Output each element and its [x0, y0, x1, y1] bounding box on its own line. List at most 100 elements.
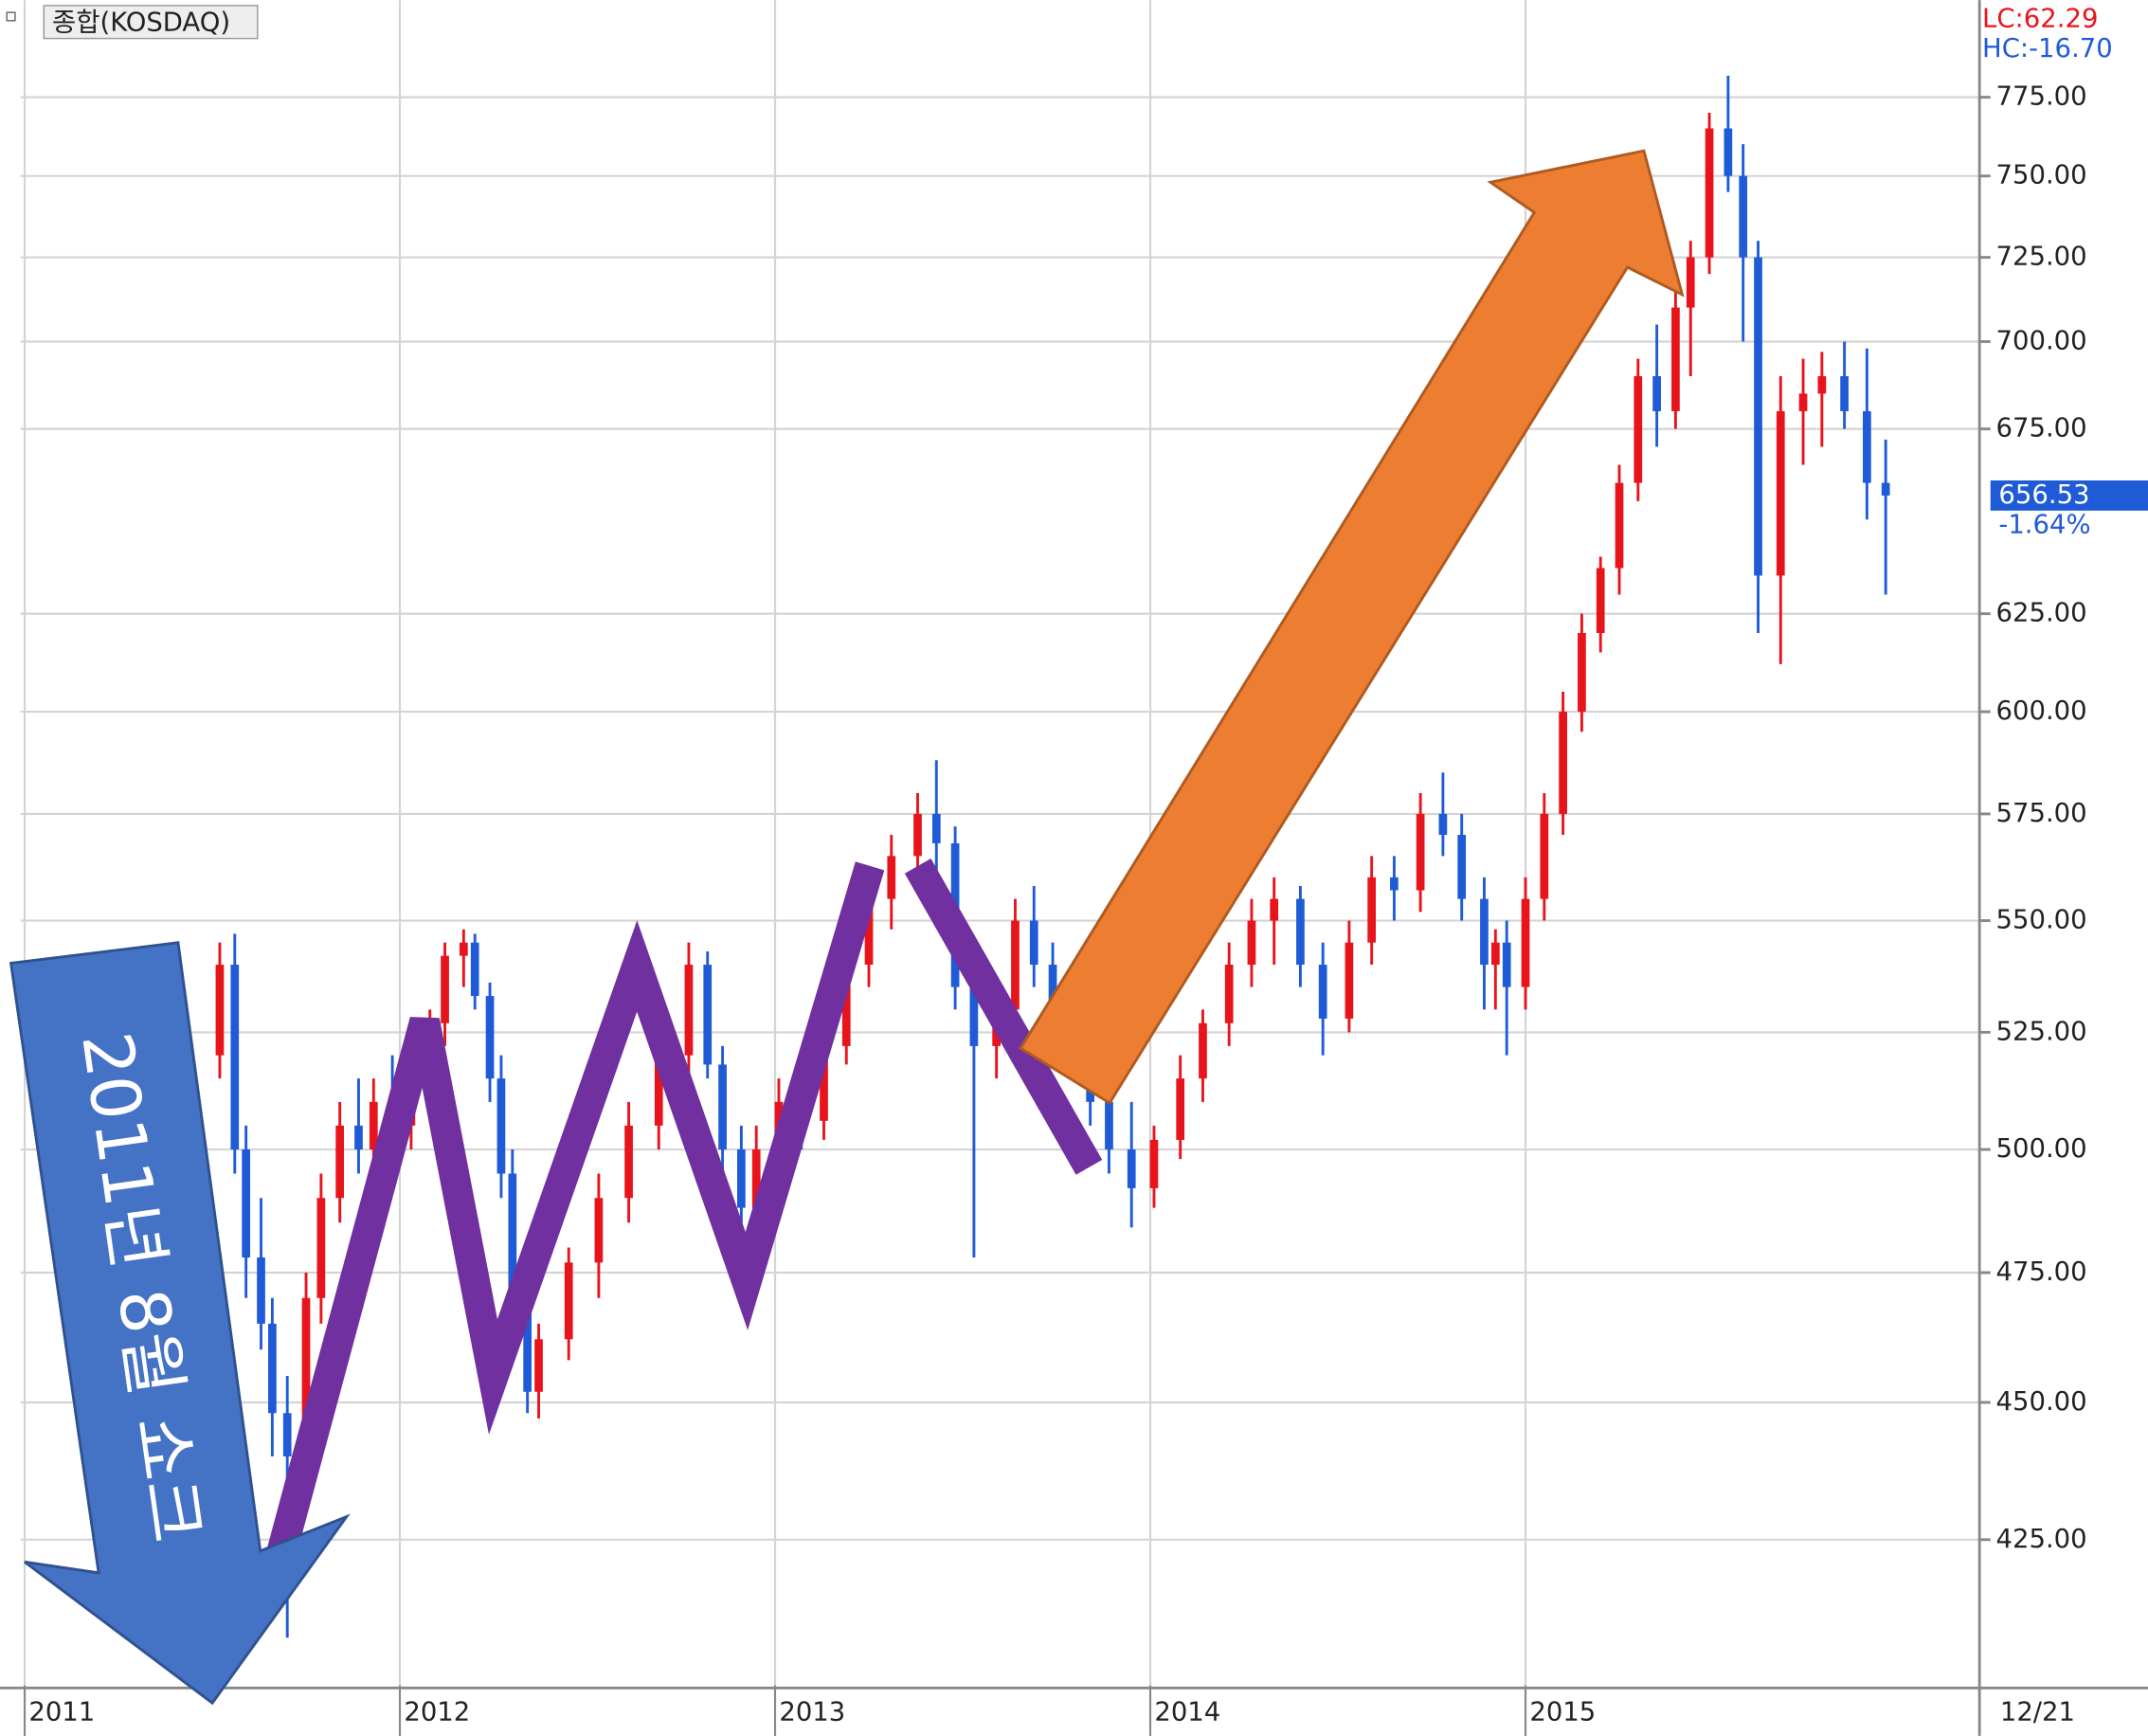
- candle-body: [230, 965, 240, 1150]
- candle-body: [1724, 128, 1733, 176]
- candle-body: [564, 1262, 573, 1340]
- candle-body: [931, 813, 941, 843]
- last-change-label: -1.64%: [1998, 511, 2090, 540]
- candle-body: [282, 1413, 292, 1456]
- candle-body: [441, 955, 449, 1023]
- candle-body: [1652, 375, 1661, 411]
- candle-body: [1559, 712, 1567, 814]
- zigzag-tail: [904, 858, 1103, 1175]
- y-tick-label: 475.00: [1996, 1257, 2087, 1287]
- y-tick-label: 725.00: [1996, 243, 2087, 272]
- y-tick-label: 500.00: [1996, 1134, 2087, 1164]
- candle-body: [820, 1045, 828, 1121]
- y-tick-label: 700.00: [1996, 326, 2087, 355]
- candle-body: [1798, 393, 1808, 411]
- end-label: 12/21: [2000, 1697, 2075, 1727]
- x-tick-label: 2012: [404, 1697, 470, 1727]
- candle-body: [1634, 375, 1643, 483]
- candle-body: [913, 813, 922, 857]
- candle-body: [485, 996, 495, 1079]
- candle-body: [1199, 1022, 1207, 1079]
- candle-body: [1502, 942, 1511, 987]
- candle-body: [496, 1078, 506, 1174]
- candle-body: [1416, 813, 1425, 891]
- candle-body: [1457, 835, 1467, 899]
- candle-body: [301, 1297, 311, 1456]
- x-tick-label: 2011: [28, 1697, 95, 1727]
- candle-body: [1596, 568, 1605, 633]
- candle-body: [684, 965, 694, 1056]
- candle-body: [654, 1055, 663, 1126]
- candle-body: [1840, 375, 1849, 411]
- candle-body: [1705, 128, 1714, 258]
- candle-body: [369, 1101, 378, 1150]
- candle-body: [242, 1149, 251, 1258]
- candle-body: [1686, 257, 1695, 308]
- candle-body: [1754, 257, 1762, 576]
- candle-body: [1739, 175, 1748, 258]
- y-tick-label: 600.00: [1996, 696, 2087, 726]
- candles: [215, 75, 1890, 1638]
- candle-body: [1296, 898, 1305, 966]
- candle-body: [316, 1198, 326, 1298]
- y-tick-label: 525.00: [1996, 1017, 2087, 1046]
- lc-label: LC:62.29: [1982, 4, 2098, 33]
- chart-title: 종합(KOSDAQ): [52, 9, 230, 38]
- candle-body: [1105, 1101, 1113, 1150]
- candle-body: [1029, 920, 1038, 966]
- candle-body: [1318, 965, 1327, 1019]
- y-tick-label: 625.00: [1996, 599, 2087, 628]
- candle-body: [534, 1339, 543, 1392]
- candle-body: [1345, 942, 1354, 1019]
- candle-body: [508, 1173, 517, 1298]
- candle-body: [1390, 877, 1399, 891]
- candle-body: [1863, 410, 1871, 483]
- y-tick-label: 425.00: [1996, 1525, 2087, 1554]
- candle-body: [1776, 410, 1785, 576]
- candle-body: [1578, 632, 1586, 713]
- candle-body: [864, 898, 874, 966]
- title-box: [43, 5, 259, 40]
- candle-body: [1521, 898, 1530, 987]
- candle-body: [737, 1149, 746, 1208]
- x-tick-label: 2013: [779, 1697, 845, 1727]
- candle-body: [523, 1297, 532, 1392]
- candle-body: [1247, 920, 1256, 966]
- last-value-box: [1990, 480, 2148, 511]
- candle-body: [751, 1149, 761, 1208]
- candle-body: [1438, 813, 1448, 836]
- candle-body: [1671, 307, 1680, 411]
- candle-body: [257, 1257, 265, 1324]
- candle-body: [1540, 813, 1549, 899]
- y-tick-label: 575.00: [1996, 799, 2087, 828]
- y-tick-label: 750.00: [1996, 161, 2087, 190]
- y-tick-label: 775.00: [1996, 82, 2087, 112]
- x-tick-label: 2015: [1529, 1697, 1596, 1727]
- candle-body: [1367, 877, 1377, 943]
- candle-body: [1224, 965, 1234, 1023]
- candle-body: [1480, 898, 1489, 966]
- candle-body: [624, 1125, 633, 1199]
- zigzag: [266, 861, 885, 1560]
- axes: 425.00 450.00 475.00 500.00 525.00 550.00 575.…: [23, 82, 2148, 1736]
- down-arrow: [9, 941, 351, 1706]
- candle-body: [1011, 920, 1020, 1010]
- y-tick-label: 450.00: [1996, 1387, 2087, 1417]
- hc-label: HC:-16.70: [1982, 34, 2113, 63]
- candle-body: [1881, 482, 1890, 496]
- candle-body: [335, 1125, 345, 1199]
- candle-body: [841, 965, 851, 1046]
- candle-body: [459, 942, 468, 956]
- candle-body: [594, 1198, 604, 1263]
- up-arrow: [1019, 149, 1685, 1105]
- last-value-label: 656.53: [1998, 480, 2089, 510]
- candle-body: [268, 1323, 277, 1414]
- y-tick-label: 675.00: [1996, 414, 2087, 443]
- x-tick-label: 2014: [1154, 1697, 1220, 1727]
- candle-body: [470, 942, 479, 997]
- candle-body: [1176, 1078, 1185, 1140]
- candle-body: [969, 986, 979, 1046]
